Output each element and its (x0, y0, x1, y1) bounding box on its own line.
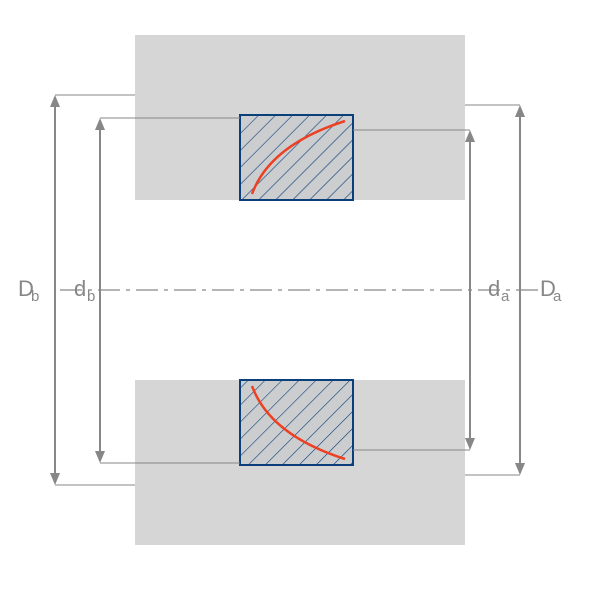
label-db-sub: b (87, 288, 95, 305)
label-db: d (74, 276, 86, 301)
label-Da-sub: a (553, 288, 562, 305)
ring-section-bottom (240, 380, 353, 465)
bearing-diagram: DbdbdaDa (0, 0, 600, 600)
label-da: d (488, 276, 500, 301)
label-da-sub: a (501, 288, 510, 305)
ring-section-top (240, 115, 353, 200)
label-Db-sub: b (31, 288, 39, 305)
